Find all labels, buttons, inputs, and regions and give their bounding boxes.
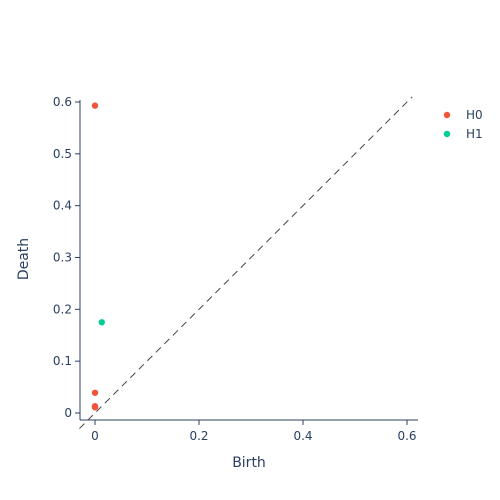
x-axis-ticks: 0 0.2 0.4 0.6 (91, 420, 417, 443)
x-tick-label: 0.6 (397, 429, 416, 443)
y-axis-title: Death (16, 238, 32, 280)
data-point-h0[interactable] (91, 389, 99, 396)
x-axis-title: Birth (232, 455, 266, 471)
data-points (91, 102, 105, 411)
x-tick-label: 0 (91, 429, 99, 443)
legend-marker (443, 130, 451, 138)
x-tick-label: 0.4 (293, 429, 312, 443)
legend-item-h1[interactable]: H1 (443, 127, 483, 141)
y-tick-label: 0.2 (53, 302, 72, 316)
y-tick-label: 0.3 (53, 251, 72, 265)
axes (79, 100, 418, 421)
y-tick-label: 0.1 (53, 354, 72, 368)
y-tick-label: 0 (64, 406, 72, 420)
y-tick-label: 0.5 (53, 147, 72, 161)
legend-label: H0 (466, 108, 483, 122)
data-point-h0[interactable] (91, 403, 99, 410)
legend-item-h0[interactable]: H0 (443, 108, 483, 122)
x-tick-label: 0.2 (189, 429, 208, 443)
y-axis-ticks: 0 0.1 0.2 0.3 0.4 0.5 0.6 (53, 95, 80, 420)
diagonal-line (79, 96, 413, 429)
y-tick-label: 0.6 (53, 95, 72, 109)
data-point-h1[interactable] (98, 319, 105, 326)
legend-label: H1 (466, 127, 483, 141)
y-tick-label: 0.4 (53, 199, 72, 213)
data-point-h0[interactable] (91, 102, 99, 109)
legend-marker (443, 111, 451, 119)
